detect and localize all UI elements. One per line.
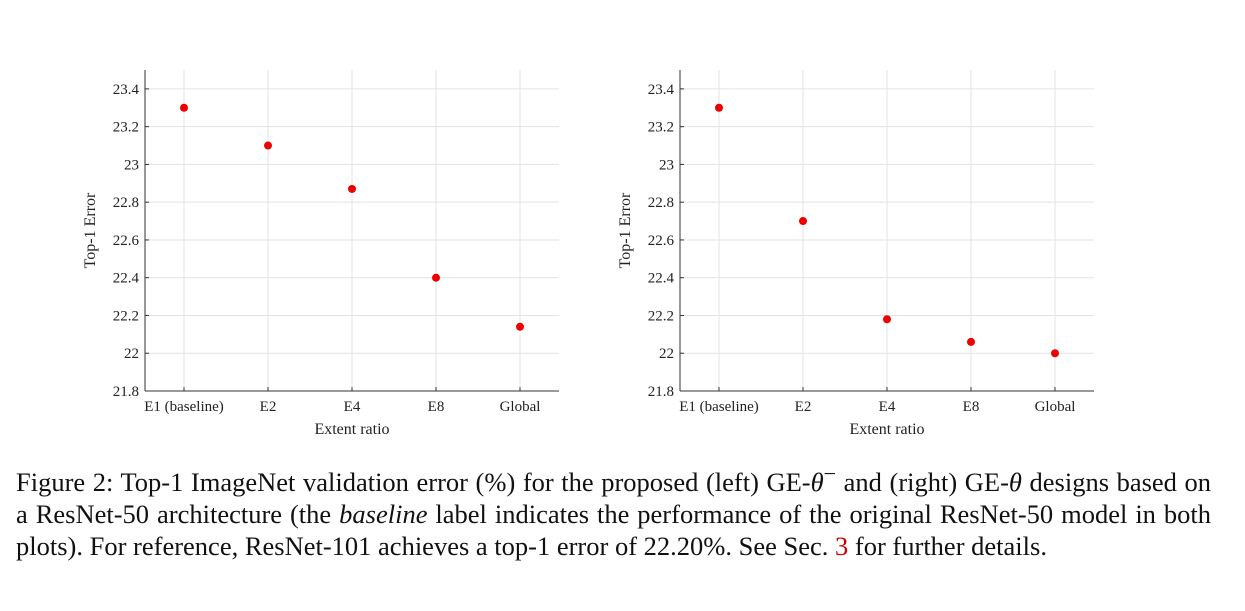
data-point — [799, 217, 807, 226]
section-reference-link[interactable]: 3 — [835, 530, 849, 561]
x-tick-label: E8 — [428, 399, 445, 415]
x-tick-label: E2 — [795, 399, 812, 415]
y-tick-label: 22.6 — [113, 233, 140, 249]
data-point — [180, 103, 188, 112]
y-tick-label: 22 — [124, 346, 139, 362]
x-tick-label: E1 (baseline) — [679, 399, 759, 415]
y-tick-label: 22.2 — [113, 308, 139, 324]
y-tick-label: 23.4 — [113, 82, 140, 98]
right-chart: 21.8 22 22.2 22.4 22.6 22.8 23 23.2 23.4 E1 (base… — [617, 70, 1094, 438]
y-axis-label: Top-1 Error — [617, 192, 634, 268]
y-tick-label: 23.2 — [648, 120, 674, 136]
y-tick-label: 22.8 — [648, 195, 674, 211]
caption-line2-b: label indicates the performance of the o… — [16, 498, 1211, 561]
figure-caption: Figure 2: Top-1 ImageNet validation erro… — [16, 458, 1211, 562]
y-tick-label: 21.8 — [648, 384, 674, 400]
x-tick-label: E8 — [963, 399, 980, 415]
data-point — [348, 184, 356, 193]
y-tick-label: 23 — [124, 157, 139, 173]
data-point — [432, 273, 440, 282]
x-tick-label: E4 — [344, 399, 361, 415]
x-axis-label: Extent ratio — [314, 421, 389, 438]
caption-prefix: Figure 2: Top-1 ImageNet validation erro… — [16, 466, 811, 497]
y-tick-label: 22.6 — [648, 233, 675, 249]
caption-theta-minus: θ — [810, 466, 824, 497]
caption-superscript-minus: − — [823, 461, 837, 486]
x-tick-label: E2 — [260, 399, 277, 415]
data-point — [264, 141, 272, 150]
y-tick-label: 22.4 — [113, 271, 140, 287]
caption-suffix: for further details. — [848, 530, 1047, 561]
y-tick-label: 22.2 — [648, 308, 674, 324]
caption-line2-a: designs based on a ResNet-50 architectur… — [16, 466, 1211, 529]
data-point — [967, 337, 975, 346]
x-tick-label: E4 — [879, 399, 896, 415]
data-point — [1051, 349, 1059, 358]
y-tick-label: 23 — [659, 157, 674, 173]
x-tick-label: E1 (baseline) — [144, 399, 224, 415]
y-tick-label: 23.2 — [113, 120, 139, 136]
y-tick-label: 23.4 — [648, 82, 675, 98]
x-tick-label: Global — [500, 399, 541, 415]
data-point — [715, 103, 723, 112]
data-point — [516, 322, 524, 331]
y-axis-label: Top-1 Error — [82, 192, 99, 268]
x-axis-label: Extent ratio — [849, 421, 924, 438]
caption-baseline-word: baseline — [339, 498, 428, 529]
y-tick-label: 22 — [659, 346, 674, 362]
x-tick-label: Global — [1035, 399, 1076, 415]
caption-middle: and (right) GE- — [836, 466, 1009, 497]
y-tick-label: 21.8 — [113, 384, 139, 400]
data-point — [883, 315, 891, 324]
left-chart: 21.8 22 22.2 22.4 22.6 22.8 23 23.2 23.4 E1 (base… — [82, 70, 559, 438]
y-tick-label: 22.8 — [113, 195, 139, 211]
caption-theta: θ — [1008, 466, 1022, 497]
y-tick-label: 22.4 — [648, 271, 675, 287]
